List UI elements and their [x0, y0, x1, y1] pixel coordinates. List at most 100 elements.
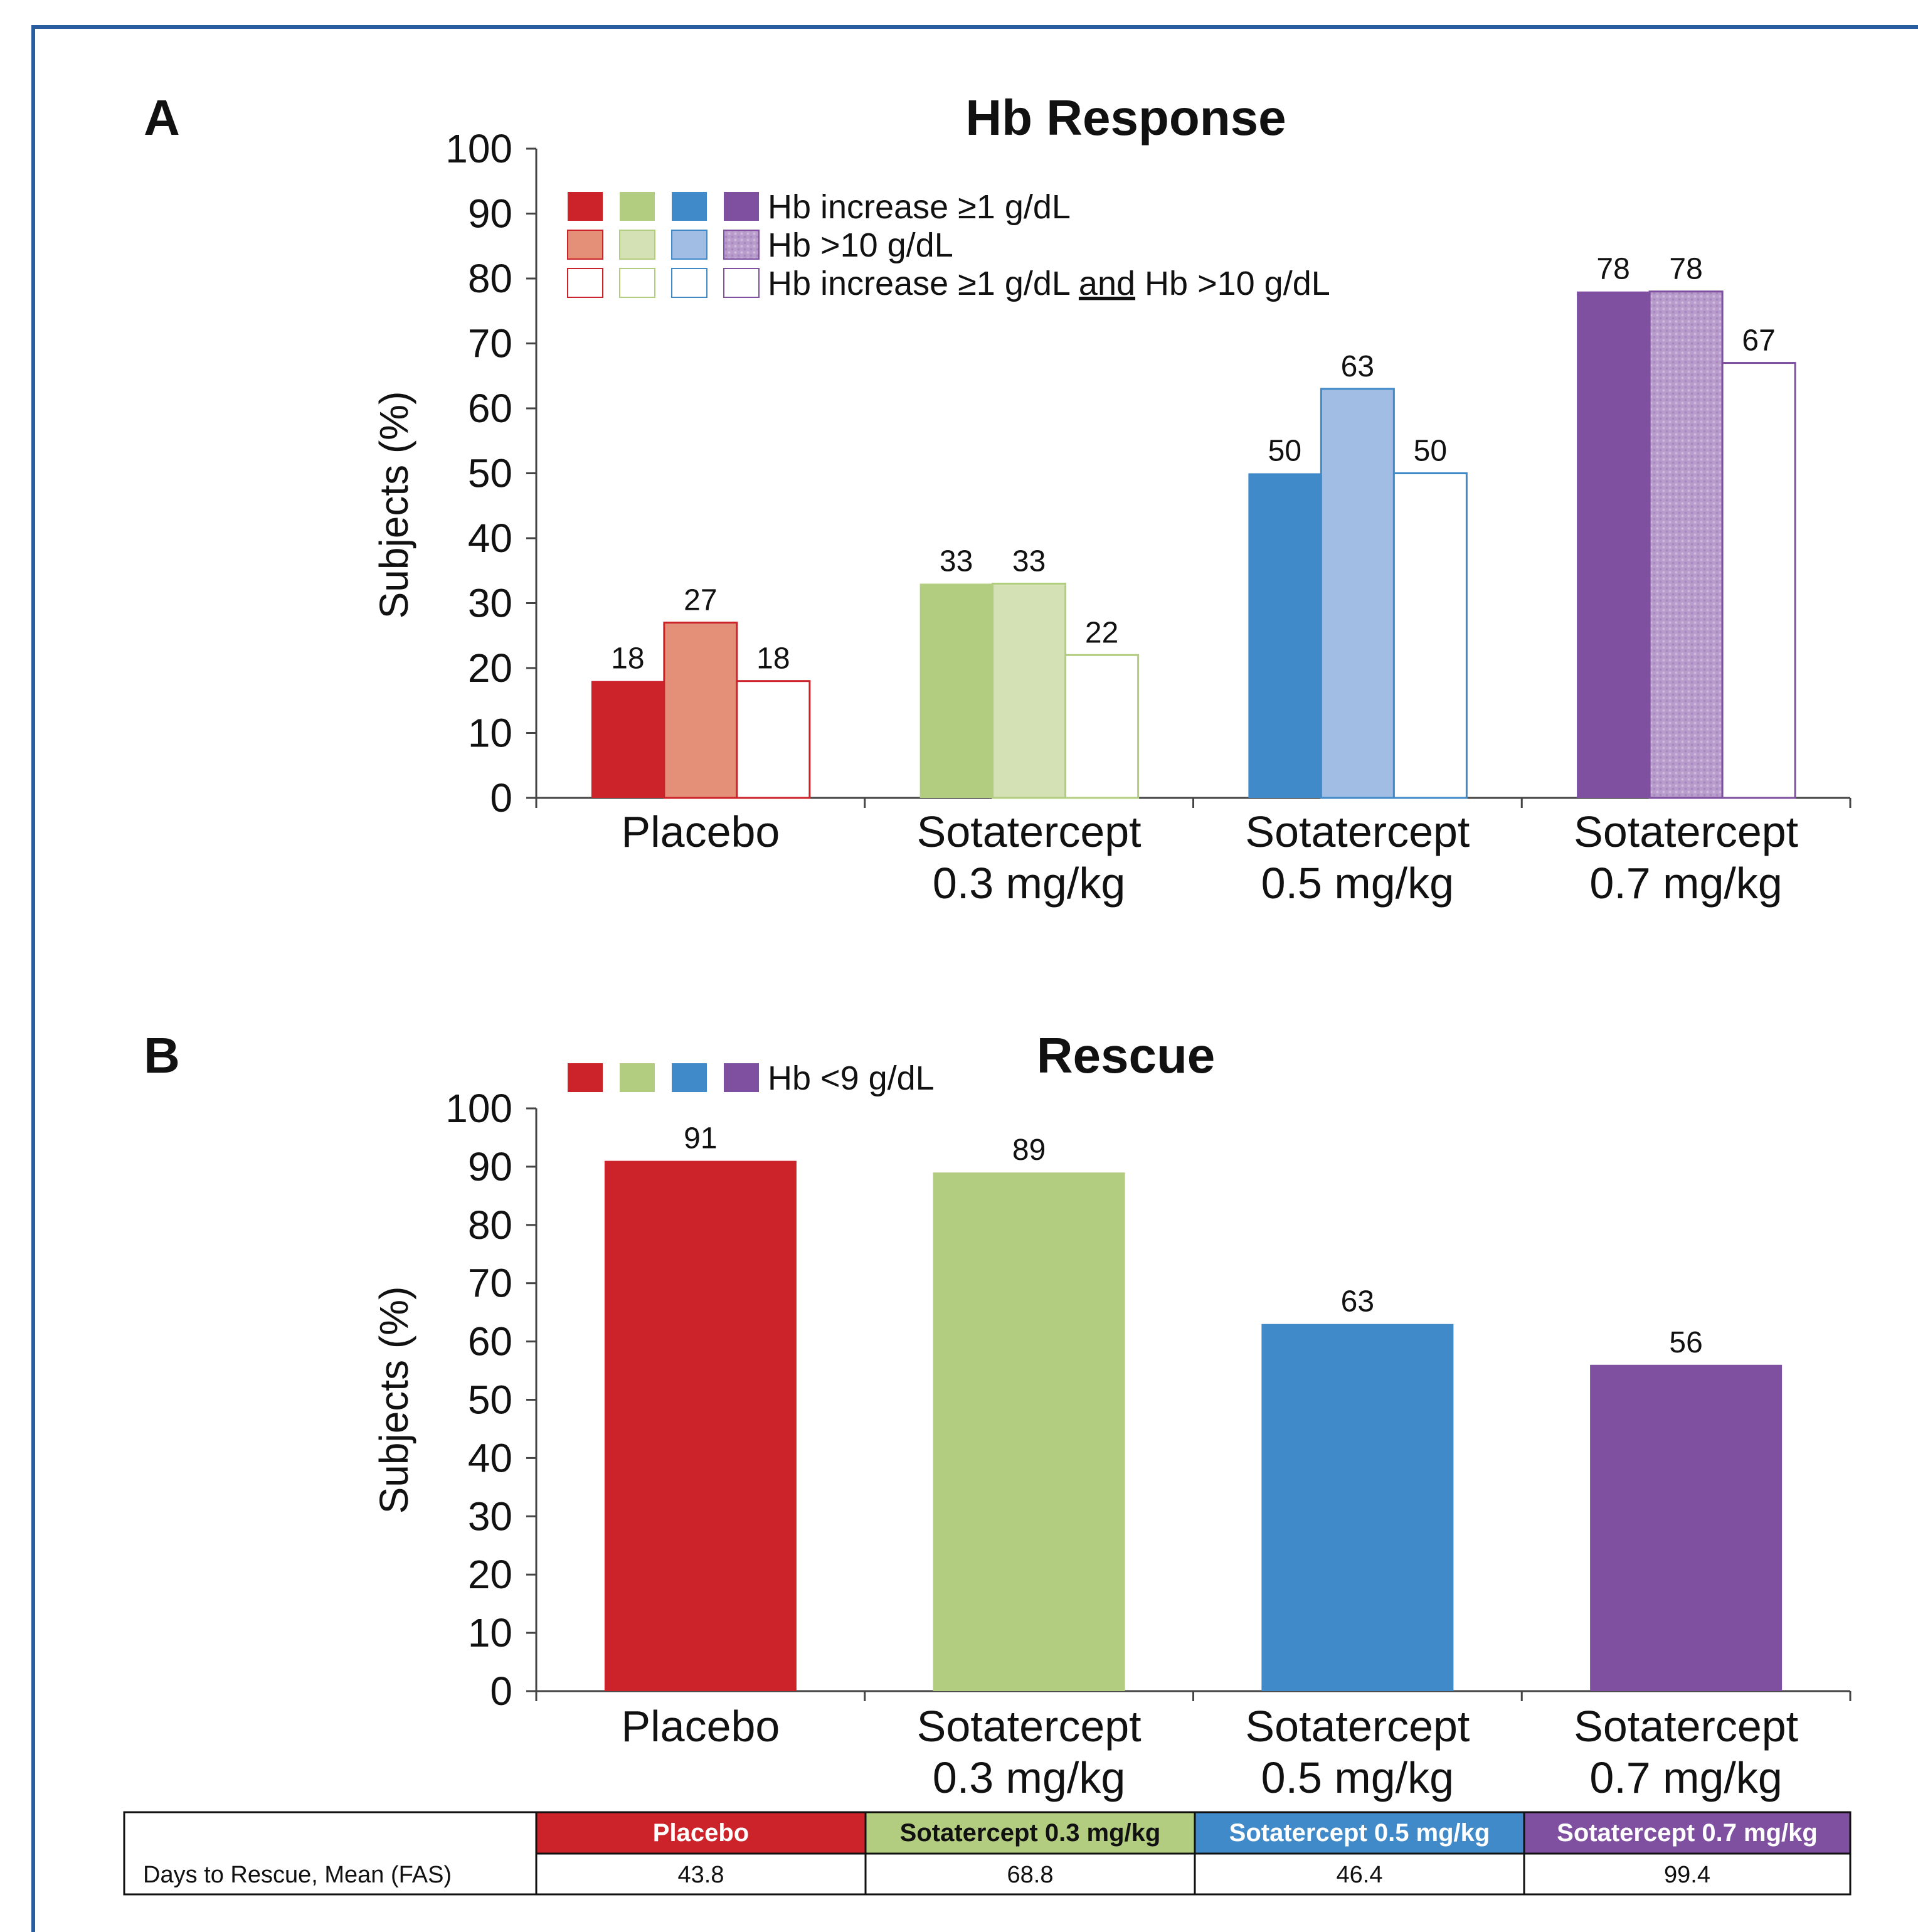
bar	[1248, 473, 1322, 798]
legend-swatch	[567, 230, 603, 260]
legend-label: Hb <9 g/dL	[768, 1059, 935, 1097]
x-category-label: 0.5 mg/kg	[1261, 859, 1454, 908]
y-tick-label: 80	[468, 256, 512, 301]
bar	[1064, 654, 1140, 799]
table-header-cell	[1195, 1812, 1524, 1854]
table-cell-value: 99.4	[1664, 1862, 1710, 1888]
legend-swatch	[568, 192, 603, 221]
y-tick-label: 60	[468, 1319, 512, 1364]
legend-swatch	[672, 192, 707, 221]
bar	[1590, 1364, 1783, 1691]
y-axis-label: Subjects (%)	[371, 391, 416, 619]
y-tick-label: 100	[445, 1086, 512, 1131]
x-category-label: 0.3 mg/kg	[933, 1753, 1125, 1802]
bar	[604, 1160, 797, 1691]
legend-swatch	[724, 192, 759, 221]
legend-swatch	[620, 1063, 655, 1092]
y-axis-label: Subjects (%)	[371, 1287, 416, 1514]
x-category-label: 0.5 mg/kg	[1261, 1753, 1454, 1802]
x-category-label: Sotatercept	[1574, 1702, 1798, 1751]
y-tick-label: 40	[468, 1435, 512, 1480]
bar-value-label: 18	[611, 642, 644, 676]
legend-swatch	[671, 230, 707, 260]
y-tick-label: 80	[468, 1202, 512, 1248]
bar	[919, 583, 993, 798]
chart-title: Rescue	[1037, 1027, 1216, 1083]
legend-label-part: Hb increase ≥1 g/dL	[768, 188, 1071, 226]
table-header-label: Placebo	[653, 1819, 749, 1847]
x-category-label: Placebo	[621, 1702, 780, 1751]
chart-title: Hb Response	[965, 90, 1286, 146]
legend-swatch	[724, 1063, 759, 1092]
legend-swatch	[723, 268, 760, 298]
y-tick-label: 20	[468, 1552, 512, 1597]
figure-frame	[31, 25, 1918, 1932]
bar-value-label: 78	[1669, 253, 1702, 286]
y-tick-label: 0	[490, 775, 512, 820]
x-category-label: Placebo	[621, 807, 780, 856]
x-category-label: 0.7 mg/kg	[1589, 859, 1782, 908]
bar-value-label: 56	[1669, 1326, 1702, 1359]
x-category-label: Sotatercept	[1574, 807, 1798, 856]
legend-label: Hb increase ≥1 g/dL and Hb >10 g/dL	[768, 265, 1330, 302]
bar	[1648, 290, 1724, 799]
x-category-label: Sotatercept	[1245, 807, 1470, 856]
bar-value-label: 50	[1268, 435, 1301, 468]
table-cell-value: 46.4	[1337, 1862, 1383, 1888]
table-cell-value: 68.8	[1007, 1862, 1054, 1888]
bar-value-label: 91	[684, 1122, 717, 1155]
legend-swatch	[671, 268, 707, 298]
bar-value-label: 63	[1341, 1285, 1374, 1319]
legend-swatch	[620, 192, 655, 221]
y-tick-label: 10	[468, 1610, 512, 1655]
legend-swatch	[672, 1063, 707, 1092]
legend-label-part: Hb increase ≥1 g/dL	[768, 265, 1079, 302]
table-row-label: Days to Rescue, Mean (FAS)	[143, 1862, 452, 1888]
legend-label: Hb increase ≥1 g/dL	[768, 188, 1071, 226]
bar-value-label: 67	[1742, 324, 1775, 358]
legend-swatch	[723, 230, 760, 260]
bar-value-label: 27	[684, 584, 717, 617]
bar	[992, 582, 1067, 799]
x-category-label: Sotatercept	[1245, 1702, 1470, 1751]
legend-swatch	[619, 268, 655, 298]
legend-label-part: Hb >10 g/dL	[768, 226, 953, 264]
panel-letter: A	[144, 90, 180, 146]
bar-value-label: 33	[1012, 544, 1046, 578]
y-tick-label: 90	[468, 1144, 512, 1189]
bar	[1261, 1324, 1454, 1691]
table-header-cell	[866, 1812, 1195, 1854]
bar	[663, 622, 738, 799]
y-tick-label: 40	[468, 516, 512, 561]
panel-letter: B	[144, 1027, 180, 1083]
bar-value-label: 89	[1012, 1133, 1046, 1167]
bar-value-label: 22	[1085, 616, 1118, 649]
y-tick-label: 20	[468, 645, 512, 691]
bar-value-label: 78	[1596, 253, 1629, 286]
legend-label-underlined: and	[1079, 265, 1135, 302]
bar	[1577, 291, 1650, 798]
y-tick-label: 50	[468, 1377, 512, 1423]
bar	[933, 1172, 1125, 1691]
table-header-cell	[536, 1812, 866, 1854]
legend-label: Hb >10 g/dL	[768, 226, 953, 264]
y-tick-label: 30	[468, 581, 512, 626]
table-header-cell	[1524, 1812, 1850, 1854]
legend-label-part: Hb <9 g/dL	[768, 1059, 935, 1097]
bar	[1392, 472, 1468, 799]
legend-swatch	[567, 268, 603, 298]
table-header-label: Sotatercept 0.3 mg/kg	[900, 1819, 1161, 1847]
table-cell-value: 43.8	[678, 1862, 724, 1888]
bar-value-label: 33	[940, 544, 973, 578]
bar	[736, 680, 811, 799]
y-tick-label: 70	[468, 1261, 512, 1306]
legend-label-part: Hb >10 g/dL	[1135, 265, 1330, 302]
y-tick-label: 50	[468, 451, 512, 496]
y-tick-label: 30	[468, 1494, 512, 1539]
bar-value-label: 50	[1414, 435, 1447, 468]
table-header-label: Sotatercept 0.5 mg/kg	[1229, 1819, 1490, 1847]
y-tick-label: 100	[445, 126, 512, 171]
bar	[1721, 362, 1796, 799]
bar-value-label: 18	[756, 642, 790, 676]
